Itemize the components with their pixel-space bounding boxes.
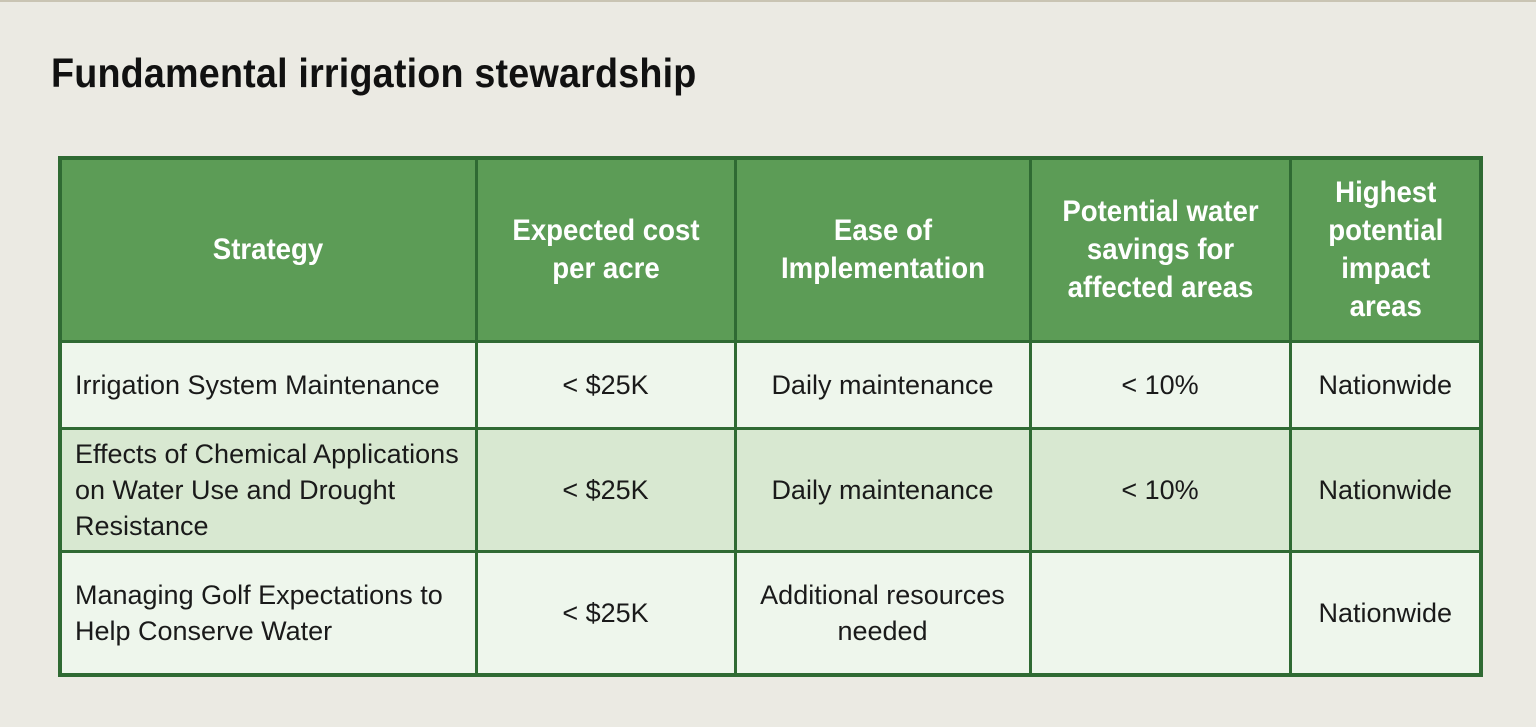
cell-savings: < 10% <box>1028 340 1292 430</box>
header-ease: Ease of Implementation <box>733 156 1032 343</box>
cell-savings: < 10% <box>1028 427 1292 553</box>
cell-cost: < $25K <box>474 427 737 553</box>
cell-impact: Nationwide <box>1288 427 1483 553</box>
table-header-row: Strategy Expected cost per acre Ease of … <box>58 156 1483 343</box>
cell-strategy: Managing Golf Expectations to Help Conse… <box>58 550 478 677</box>
header-cost: Expected cost per acre <box>474 156 737 343</box>
cell-ease: Additional resources needed <box>733 550 1032 677</box>
table-row: Irrigation System Maintenance < $25K Dai… <box>58 340 1483 430</box>
header-impact: Highest potential impact areas <box>1288 156 1483 343</box>
cell-impact: Nationwide <box>1288 340 1483 430</box>
cell-cost: < $25K <box>474 340 737 430</box>
cell-cost: < $25K <box>474 550 737 677</box>
header-savings: Potential water savings for affected are… <box>1028 156 1292 343</box>
cell-ease: Daily maintenance <box>733 340 1032 430</box>
cell-strategy: Effects of Chemical Applications on Wate… <box>58 427 478 553</box>
cell-savings <box>1028 550 1292 677</box>
cell-impact: Nationwide <box>1288 550 1483 677</box>
page-title: Fundamental irrigation stewardship <box>51 50 697 96</box>
table-row: Managing Golf Expectations to Help Conse… <box>58 550 1483 677</box>
cell-ease: Daily maintenance <box>733 427 1032 553</box>
strategy-table: Strategy Expected cost per acre Ease of … <box>58 156 1483 677</box>
cell-strategy: Irrigation System Maintenance <box>58 340 478 430</box>
table-row: Effects of Chemical Applications on Wate… <box>58 427 1483 553</box>
header-strategy: Strategy <box>58 156 478 343</box>
